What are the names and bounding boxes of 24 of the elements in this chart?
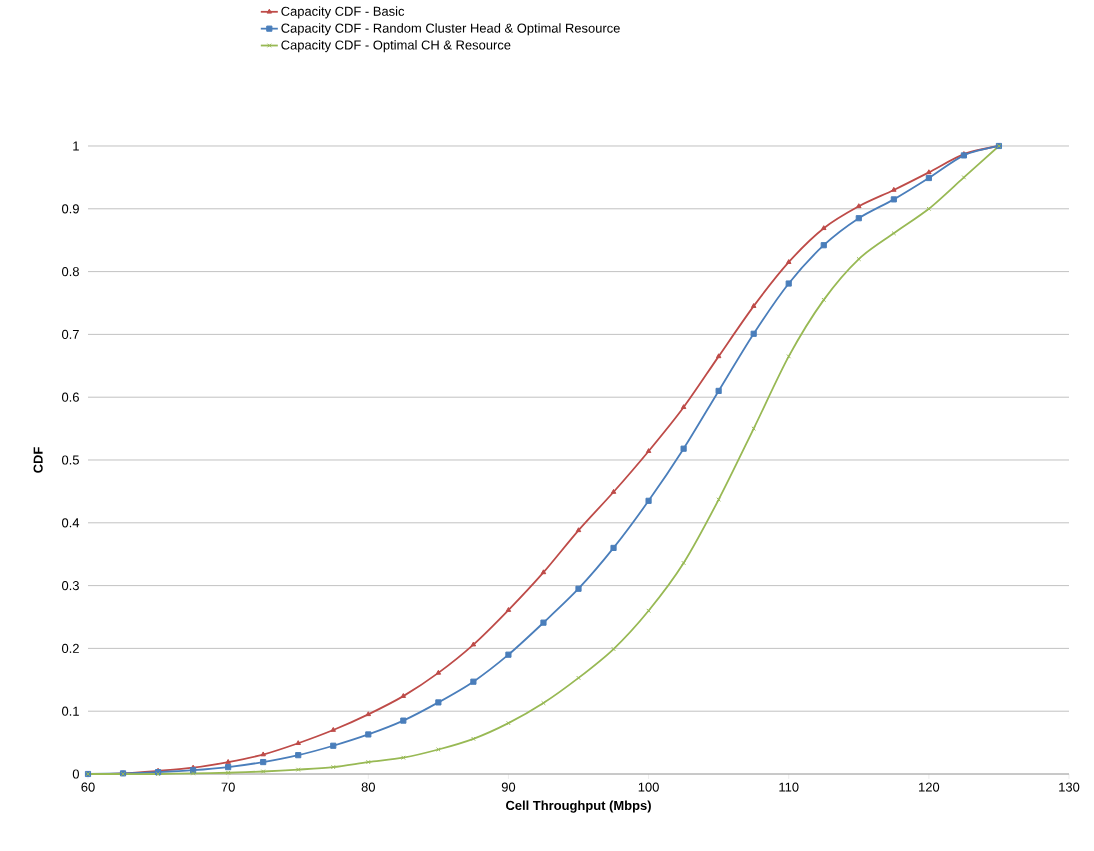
y-tick-label: 0.7 xyxy=(61,329,79,339)
legend-label: Capacity CDF - Random Cluster Head & Optimal Resource xyxy=(281,23,620,36)
y-tick-label: 0.5 xyxy=(61,455,79,465)
x-tick-label: 90 xyxy=(501,782,516,792)
x-tick-label: 110 xyxy=(779,782,799,792)
x-tick-label: 70 xyxy=(221,782,235,792)
y-axis-title: CDF xyxy=(33,447,43,473)
x-tick-label: 130 xyxy=(1059,782,1080,792)
x-axis-title: Cell Throughput (Mbps) xyxy=(506,800,651,813)
y-tick-label: 0.2 xyxy=(61,643,79,653)
y-tick-label: 0.8 xyxy=(61,267,79,277)
x-tick-label: 100 xyxy=(638,782,659,792)
y-tick-label: 0.4 xyxy=(61,518,80,528)
y-tick-label: 1 xyxy=(73,141,79,151)
y-tick-label: 0 xyxy=(72,769,79,779)
x-tick-label: 80 xyxy=(361,782,375,792)
legend-label: Capacity CDF - Basic xyxy=(281,6,405,19)
y-tick-label: 0.3 xyxy=(61,581,79,591)
y-tick-label: 0.1 xyxy=(61,706,79,716)
y-tick-label: 0.6 xyxy=(61,392,79,402)
x-tick-label: 120 xyxy=(919,782,940,792)
x-tick-label: 60 xyxy=(81,782,95,792)
legend-label: Capacity CDF - Optimal CH & Resource xyxy=(281,40,511,53)
y-tick-label: 0.9 xyxy=(61,204,79,214)
